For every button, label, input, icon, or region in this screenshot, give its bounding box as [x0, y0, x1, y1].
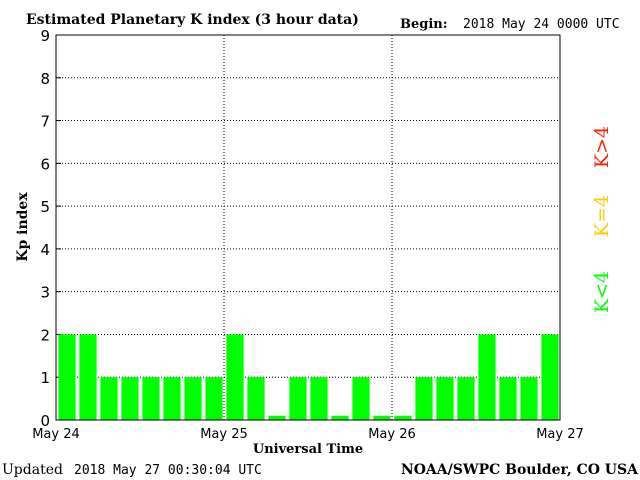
y-tick-label: 6	[40, 155, 50, 173]
y-tick-label: 1	[40, 369, 50, 387]
chart-title: Estimated Planetary K index (3 hour data…	[26, 12, 359, 28]
kp-bar	[394, 415, 412, 420]
updated-label: Updated	[2, 462, 63, 478]
kp-bar	[436, 377, 454, 420]
kp-bar	[373, 415, 391, 420]
plot-frame	[55, 34, 561, 421]
kp-bar	[457, 377, 475, 420]
kp-bar	[247, 377, 265, 420]
kp-bar	[163, 377, 181, 420]
kp-bar	[331, 415, 349, 420]
y-tick-label: 5	[40, 198, 50, 216]
y-axis-label: Kp index	[15, 192, 31, 262]
x-axis-label: Universal Time	[253, 442, 363, 457]
x-tick-label: May 24	[32, 427, 80, 442]
y-tick-label: 3	[40, 284, 50, 302]
y-tick-labels: 0 1 2 3 4 5 6 7 8 9	[40, 27, 50, 430]
x-tick-label: May 25	[200, 427, 248, 442]
begin-label: Begin:	[400, 17, 448, 32]
y-tick-label: 0	[40, 412, 50, 430]
kp-bar	[79, 334, 97, 420]
begin-value: 2018 May 24 0000 UTC	[463, 17, 620, 32]
kp-bar	[100, 377, 118, 420]
legend: K>4 K=4 K<4	[591, 126, 613, 313]
kp-bar	[415, 377, 433, 420]
kp-bar	[310, 377, 328, 420]
kp-bar	[58, 334, 76, 420]
bars	[58, 334, 559, 420]
grid-lines	[56, 34, 560, 421]
updated-value: 2018 May 27 00:30:04 UTC	[74, 463, 262, 478]
legend-k-equal-4: K=4	[591, 195, 613, 237]
y-tick-label: 4	[40, 241, 50, 259]
legend-k-greater-4: K>4	[591, 126, 613, 168]
legend-k-less-4: K<4	[591, 271, 613, 313]
kp-bar	[142, 377, 160, 420]
x-tick-label: May 27	[536, 427, 584, 442]
y-tick-label: 9	[40, 27, 50, 45]
kp-bar	[184, 377, 202, 420]
kp-bar	[352, 377, 370, 420]
y-tick-label: 2	[40, 326, 50, 344]
kp-bar	[541, 334, 559, 420]
source-credit: NOAA/SWPC Boulder, CO USA	[401, 462, 639, 478]
kp-bar	[520, 377, 538, 420]
kp-bar	[121, 377, 139, 420]
kp-bar	[205, 377, 223, 420]
y-tick-label: 8	[40, 70, 50, 88]
x-tick-labels: May 24 May 25 May 26 May 27	[32, 427, 584, 442]
kp-bar	[289, 377, 307, 420]
kp-bar	[478, 334, 496, 420]
kp-bar	[268, 415, 286, 420]
kp-bar	[499, 377, 517, 420]
kp-bar	[226, 334, 244, 420]
y-tick-label: 7	[40, 113, 50, 131]
x-tick-label: May 26	[368, 427, 416, 442]
